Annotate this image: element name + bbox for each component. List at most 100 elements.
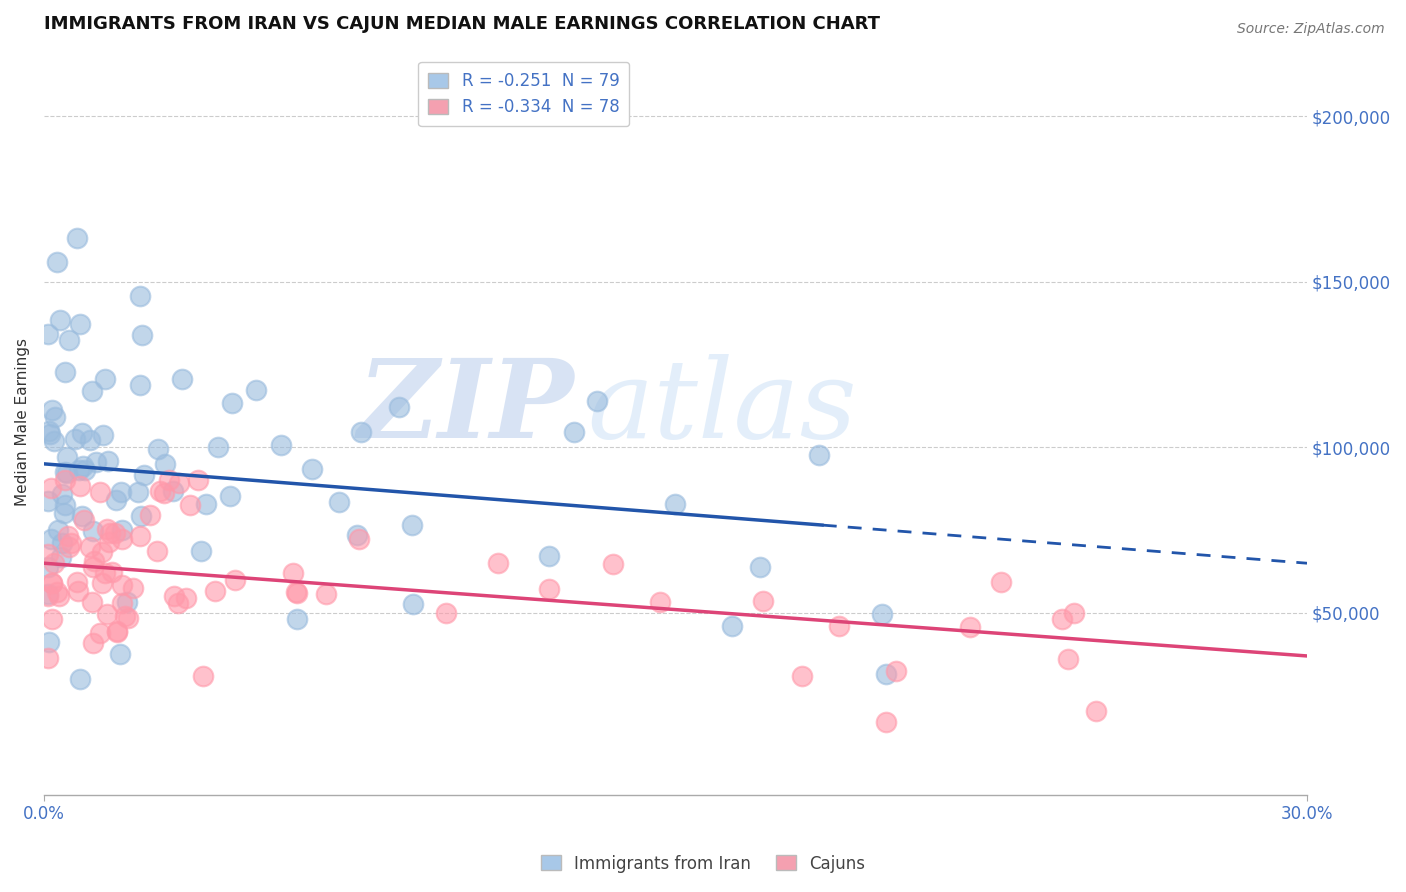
Point xyxy=(41,403,63,417)
Point xyxy=(82,560,104,574)
Point xyxy=(104,492,127,507)
Point xyxy=(808,448,831,462)
Point xyxy=(66,583,89,598)
Point xyxy=(45,254,67,268)
Point xyxy=(129,528,152,542)
Point xyxy=(990,575,1012,590)
Point xyxy=(48,313,70,327)
Point xyxy=(51,487,73,501)
Point xyxy=(60,536,83,550)
Point xyxy=(538,582,561,597)
Point xyxy=(39,533,62,547)
Point xyxy=(204,583,226,598)
Point xyxy=(80,595,103,609)
Point xyxy=(562,425,585,440)
Point xyxy=(648,594,671,608)
Point xyxy=(315,587,337,601)
Point xyxy=(108,647,131,661)
Point xyxy=(193,669,215,683)
Point xyxy=(162,484,184,499)
Point xyxy=(111,596,134,610)
Point xyxy=(98,525,121,540)
Point xyxy=(538,549,561,563)
Point xyxy=(875,666,897,681)
Y-axis label: Median Male Earnings: Median Male Earnings xyxy=(15,338,30,507)
Point xyxy=(346,528,368,542)
Point xyxy=(152,485,174,500)
Point xyxy=(190,543,212,558)
Point xyxy=(49,549,72,564)
Point xyxy=(41,576,63,591)
Point xyxy=(91,544,114,558)
Point xyxy=(53,474,76,488)
Point xyxy=(69,672,91,686)
Point xyxy=(148,442,170,456)
Point xyxy=(245,383,267,397)
Point xyxy=(828,618,851,632)
Text: ZIP: ZIP xyxy=(357,354,575,461)
Point xyxy=(83,554,105,568)
Point xyxy=(870,607,893,621)
Point xyxy=(1057,652,1080,666)
Point xyxy=(111,578,134,592)
Point xyxy=(66,574,89,589)
Point xyxy=(93,566,115,580)
Point xyxy=(128,289,150,303)
Point xyxy=(401,517,423,532)
Point xyxy=(301,462,323,476)
Point xyxy=(127,484,149,499)
Point xyxy=(42,556,65,570)
Point xyxy=(105,624,128,639)
Point xyxy=(75,462,97,476)
Legend: R = -0.251  N = 79, R = -0.334  N = 78: R = -0.251 N = 79, R = -0.334 N = 78 xyxy=(419,62,630,127)
Point xyxy=(488,556,510,570)
Point xyxy=(79,540,101,554)
Point xyxy=(39,481,62,495)
Point xyxy=(875,715,897,730)
Point xyxy=(131,327,153,342)
Point xyxy=(285,585,308,599)
Point xyxy=(187,474,209,488)
Point xyxy=(179,498,201,512)
Point xyxy=(145,543,167,558)
Point xyxy=(1063,606,1085,620)
Point xyxy=(52,507,75,521)
Point xyxy=(48,589,70,603)
Point xyxy=(752,594,775,608)
Point xyxy=(72,513,94,527)
Point xyxy=(104,525,127,540)
Point xyxy=(58,333,80,347)
Point xyxy=(69,479,91,493)
Point xyxy=(602,557,624,571)
Point xyxy=(328,495,350,509)
Point xyxy=(42,434,65,448)
Text: Source: ZipAtlas.com: Source: ZipAtlas.com xyxy=(1237,22,1385,37)
Point xyxy=(402,597,425,611)
Point xyxy=(46,523,69,537)
Point xyxy=(959,619,981,633)
Point xyxy=(53,366,76,380)
Point xyxy=(105,624,128,639)
Point xyxy=(270,438,292,452)
Point xyxy=(884,664,907,678)
Point xyxy=(51,536,73,550)
Point xyxy=(96,607,118,621)
Point xyxy=(721,619,744,633)
Point xyxy=(132,468,155,483)
Point xyxy=(163,589,186,603)
Point xyxy=(1085,704,1108,718)
Point xyxy=(37,650,59,665)
Point xyxy=(44,410,66,425)
Point xyxy=(65,432,87,446)
Point xyxy=(80,384,103,399)
Point xyxy=(350,425,373,439)
Point xyxy=(41,612,63,626)
Point xyxy=(82,636,104,650)
Point xyxy=(93,428,115,442)
Point xyxy=(70,426,93,441)
Point xyxy=(115,595,138,609)
Point xyxy=(38,635,60,649)
Point xyxy=(39,426,62,441)
Point xyxy=(55,498,77,512)
Point xyxy=(748,559,770,574)
